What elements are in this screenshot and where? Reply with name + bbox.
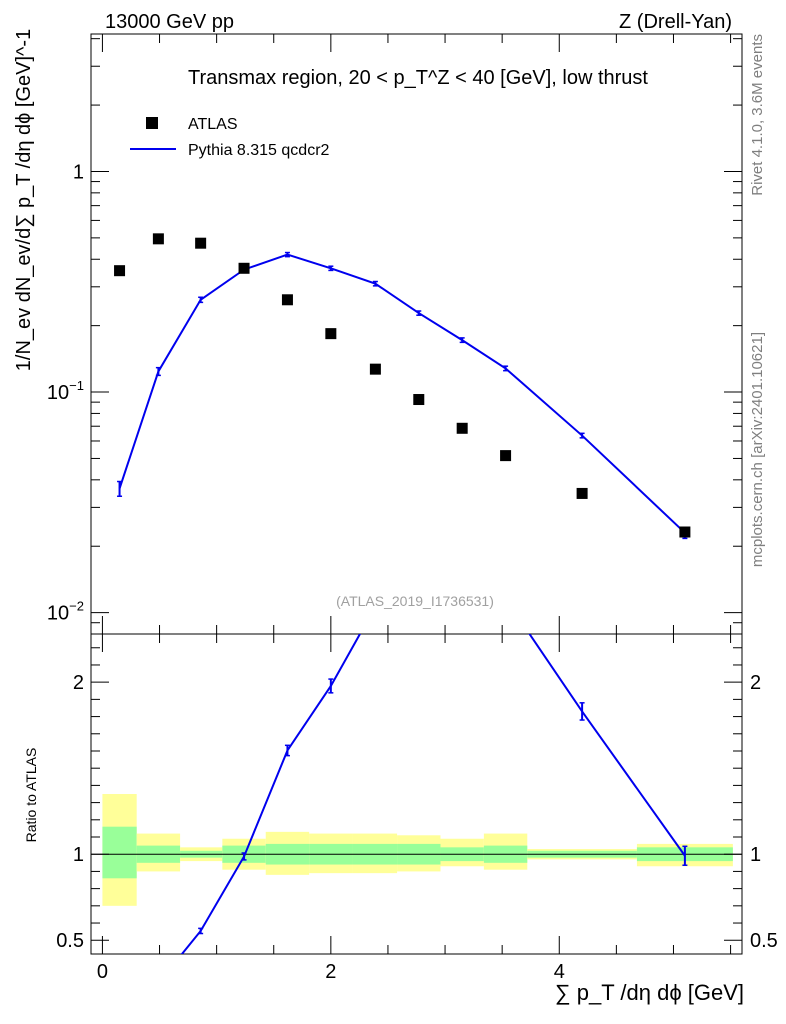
main-y-tick-exponent: −2 <box>69 599 84 614</box>
x-tick-label: 0 <box>97 961 108 983</box>
atlas-data-point <box>456 422 468 434</box>
atlas-data-point <box>679 526 691 538</box>
x-tick-label: 2 <box>325 961 336 983</box>
atlas-data-point <box>500 450 512 462</box>
atlas-data-point <box>114 265 126 277</box>
main-y-tick-label: 1 <box>73 161 84 183</box>
ratio-y-tick-label-right: 2 <box>750 672 761 694</box>
ratio-y-tick-label: 2 <box>73 672 84 694</box>
mcplots-label: mcplots.cern.ch [arXiv:2401.10621] <box>749 332 766 567</box>
atlas-data-point <box>413 394 425 406</box>
legend-atlas-label: ATLAS <box>188 116 238 133</box>
ratio-plot-frame <box>90 633 743 955</box>
ratio-stat-band <box>102 826 137 879</box>
main-y-tick-label: 10−1 <box>47 378 84 404</box>
atlas-data-point <box>369 363 381 375</box>
ratio-series-line <box>180 634 686 954</box>
x-tick-label: 4 <box>554 961 565 983</box>
pythia-series-line <box>118 253 686 534</box>
header-process-label: Z (Drell-Yan) <box>619 11 732 33</box>
atlas-data-point <box>195 237 207 249</box>
main-plot-title: Transmax region, 20 < p_T^Z < 40 [GeV], … <box>188 67 648 89</box>
main-panel: Transmax region, 20 < p_T^Z < 40 [GeV], … <box>13 29 743 635</box>
ratio-y-tick-label: 0.5 <box>56 930 84 952</box>
ratio-y-tick-label-right: 1 <box>750 844 761 866</box>
main-y-axis-label: 1/N_ev dN_ev/d∑ p_T /dη dϕ [GeV]^-1 <box>13 29 35 371</box>
ratio-y-axis-label: Ratio to ATLAS <box>23 748 39 843</box>
atlas-data-point <box>281 294 293 306</box>
atlas-data-point <box>576 487 588 499</box>
atlas-data-point <box>325 328 337 340</box>
legend-atlas-marker <box>146 117 158 129</box>
atlas-data-point <box>152 233 164 245</box>
ratio-y-tick-label: 1 <box>73 844 84 866</box>
legend-pythia-label: Pythia 8.315 qcdcr2 <box>188 142 330 159</box>
rivet-version-label: Rivet 4.1.0, 3.6M events <box>749 34 766 196</box>
ratio-y-tick-label-right: 0.5 <box>750 930 778 952</box>
x-axis-label: ∑ p_T /dη dϕ [GeV] <box>555 980 744 1005</box>
analysis-watermark: (ATLAS_2019_I1736531) <box>336 593 494 609</box>
ratio-panel: Ratio to ATLAS 0.5 0.5 1 1 2 2 0 2 4 ∑ p_T /dη d… <box>23 633 778 1005</box>
header-energy-label: 13000 GeV pp <box>105 11 234 33</box>
atlas-data-point <box>238 262 250 274</box>
main-y-tick-exponent: −1 <box>69 378 84 393</box>
ratio-series-group <box>180 634 688 954</box>
main-y-tick-label: 10−2 <box>47 599 84 625</box>
